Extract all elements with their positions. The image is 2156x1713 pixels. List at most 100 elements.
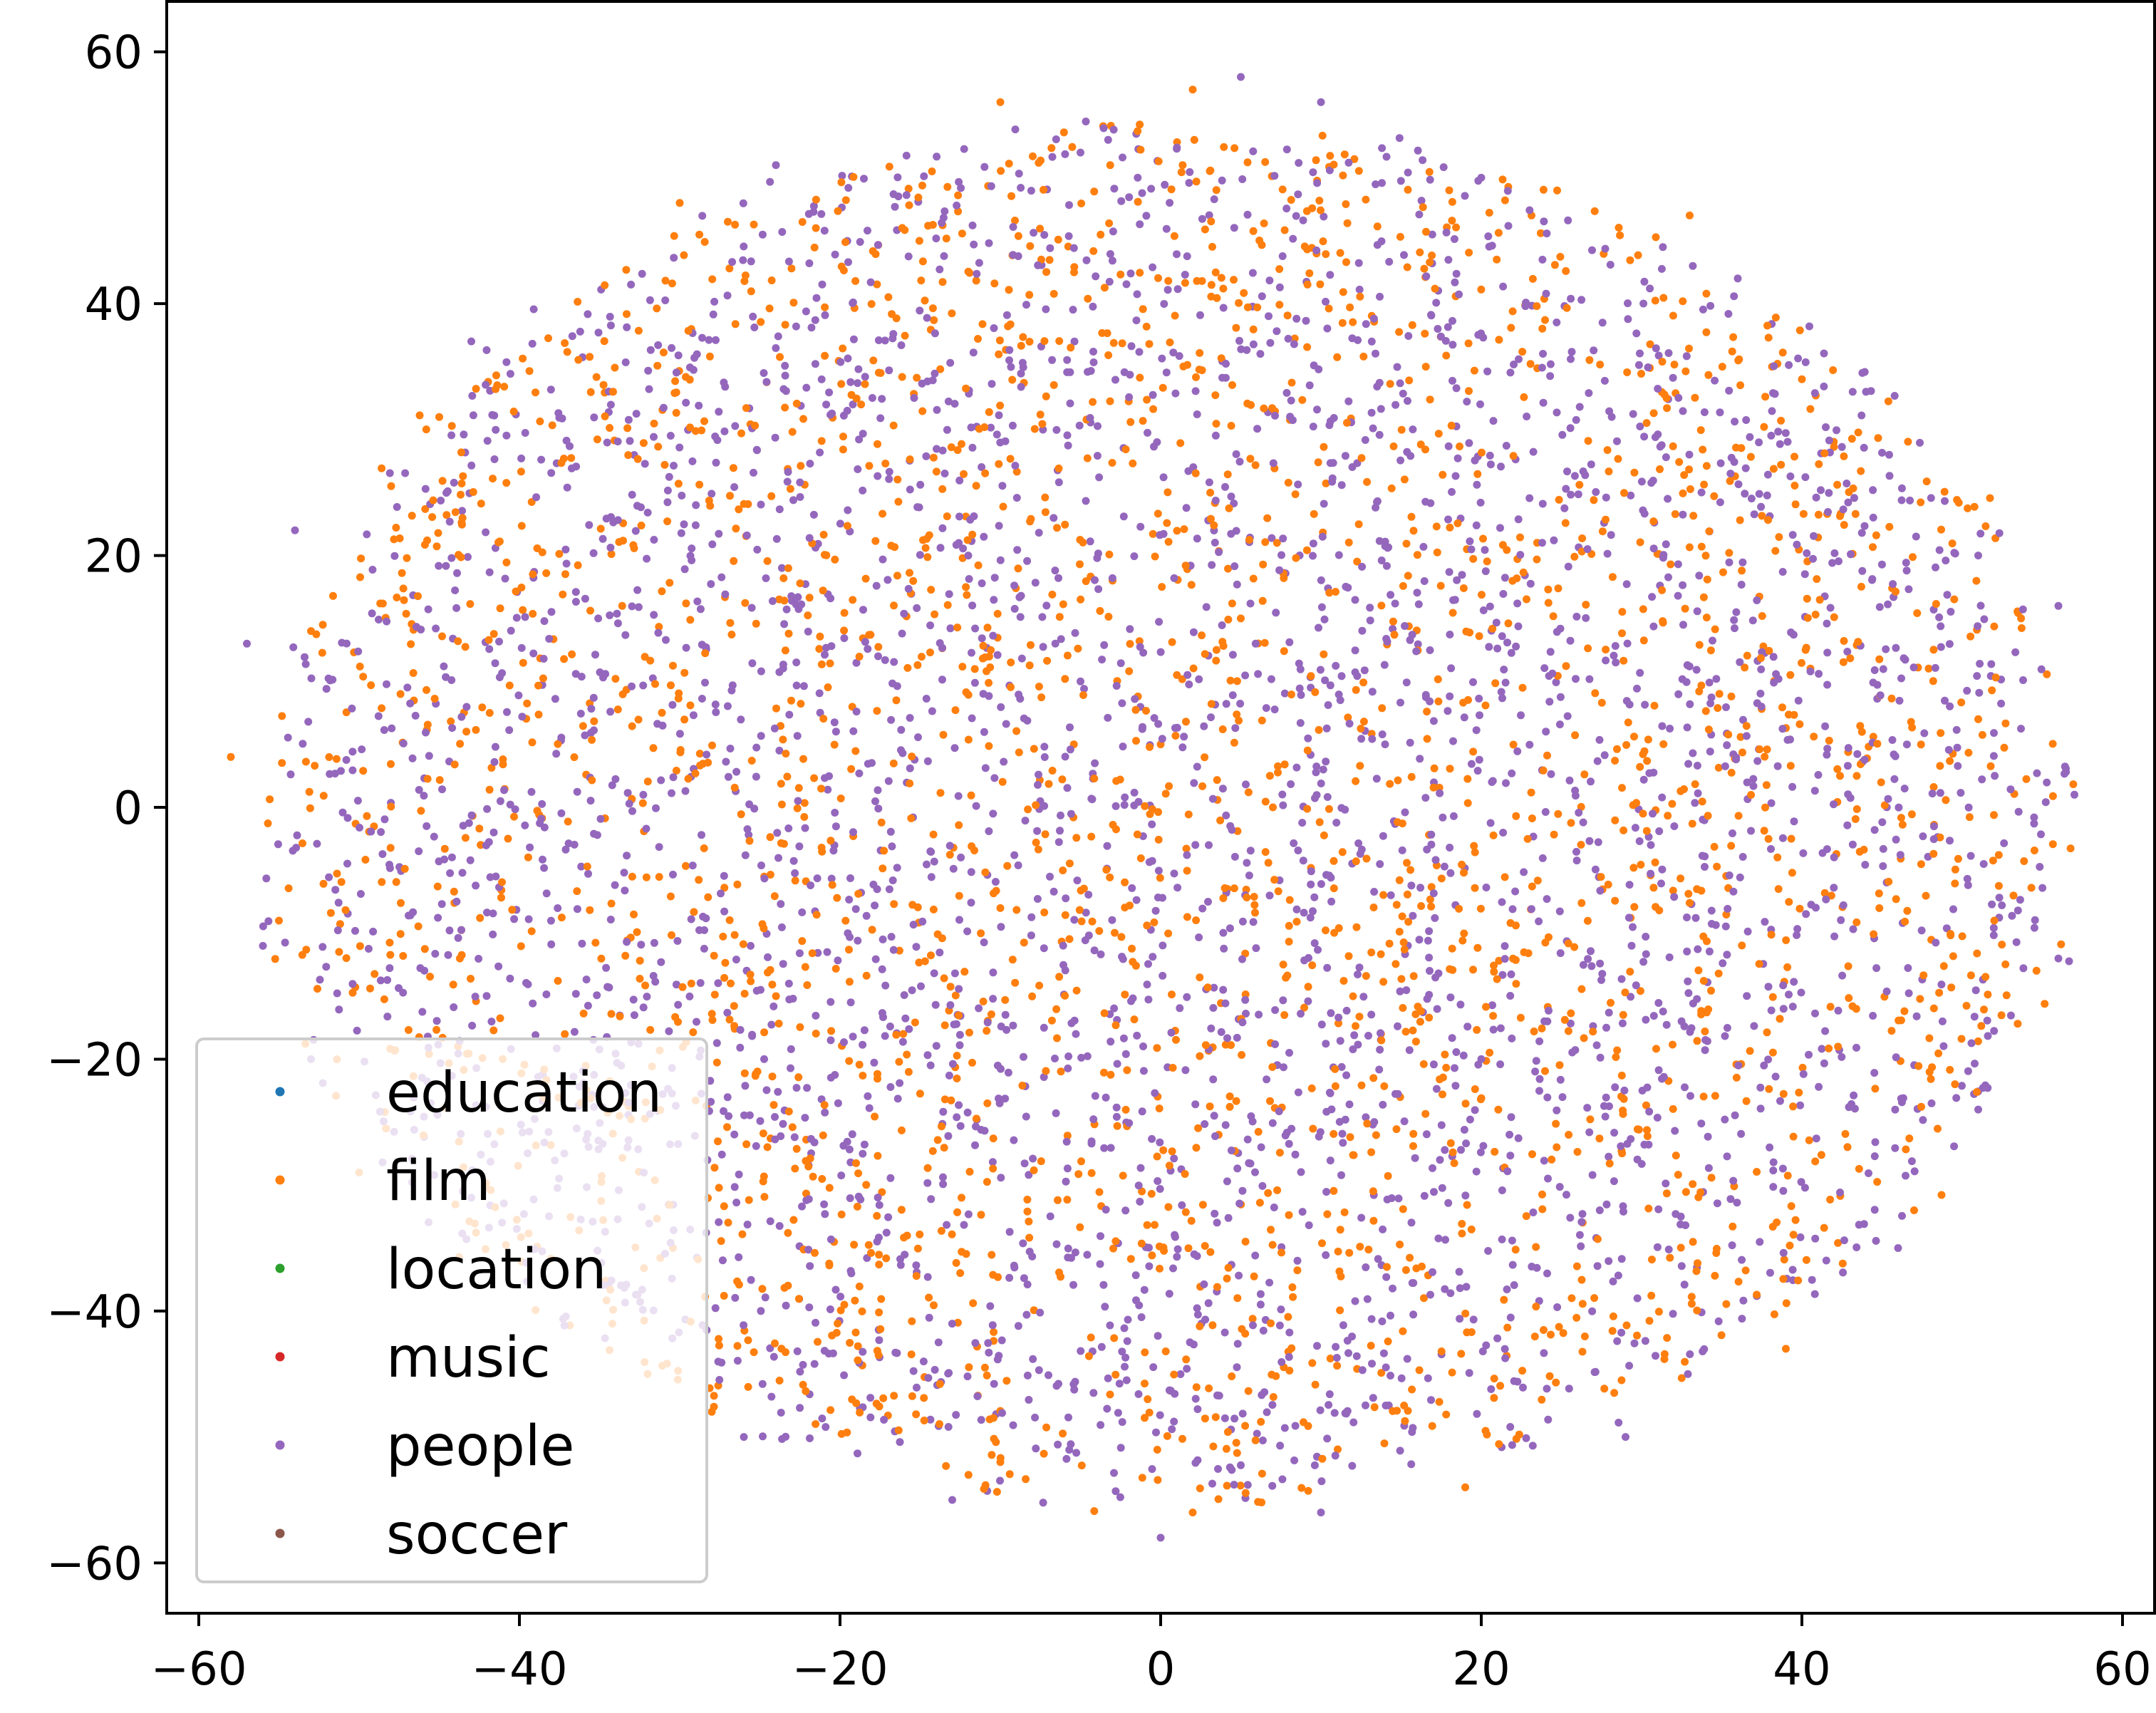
point-people	[1505, 1130, 1514, 1139]
point-film	[1072, 986, 1081, 995]
point-film	[1691, 780, 1699, 788]
point-people	[1121, 1050, 1130, 1058]
point-film	[1650, 701, 1659, 710]
point-people	[1529, 1209, 1538, 1216]
point-film	[378, 704, 386, 713]
point-people	[1119, 512, 1128, 521]
point-film	[1458, 1229, 1466, 1238]
point-film	[1364, 1246, 1373, 1254]
point-people	[1742, 416, 1751, 424]
point-people	[1387, 891, 1395, 899]
point-people	[856, 1195, 865, 1204]
point-people	[1312, 768, 1320, 777]
point-film	[1582, 601, 1590, 609]
point-people	[1818, 1045, 1826, 1053]
point-people	[886, 827, 895, 836]
point-people	[1070, 337, 1079, 346]
point-film	[1439, 470, 1447, 479]
point-film	[1518, 348, 1527, 356]
point-people	[1046, 1212, 1054, 1221]
point-people	[1377, 557, 1386, 564]
point-film	[586, 353, 594, 361]
point-people	[997, 703, 1005, 711]
point-film	[1791, 500, 1800, 509]
point-people	[1222, 811, 1230, 819]
point-film	[730, 1002, 738, 1010]
point-film	[1907, 718, 1915, 726]
point-people	[1292, 212, 1300, 220]
point-film	[1258, 716, 1266, 725]
point-film	[921, 957, 929, 966]
point-people	[1265, 1278, 1274, 1287]
point-film	[380, 995, 388, 1003]
point-film	[1254, 1498, 1263, 1506]
point-people	[902, 191, 911, 200]
point-people	[1501, 678, 1510, 687]
point-film	[1470, 366, 1478, 375]
point-people	[673, 937, 682, 945]
point-film	[555, 549, 564, 558]
point-film	[641, 981, 650, 990]
point-people	[773, 829, 782, 837]
point-film	[747, 977, 755, 985]
point-people	[1407, 1218, 1416, 1227]
point-people	[990, 324, 998, 332]
point-film	[266, 795, 274, 804]
point-people	[1344, 1349, 1352, 1357]
point-film	[1196, 1322, 1204, 1330]
point-people	[1607, 531, 1615, 539]
point-film	[946, 983, 955, 991]
point-film	[1206, 1102, 1214, 1111]
point-film	[1260, 404, 1268, 413]
point-people	[1572, 675, 1580, 683]
point-people	[1066, 723, 1074, 732]
point-film	[1106, 397, 1114, 405]
point-people	[1602, 1200, 1611, 1209]
point-people	[1270, 1204, 1278, 1211]
point-people	[1658, 722, 1667, 730]
point-film	[305, 787, 313, 796]
point-people	[1422, 272, 1431, 281]
point-people	[1169, 348, 1178, 357]
point-film	[633, 928, 641, 936]
point-film	[1164, 537, 1173, 546]
point-film	[1126, 1255, 1135, 1263]
point-people	[1941, 696, 1949, 705]
point-people	[849, 400, 857, 409]
point-people	[1136, 1164, 1145, 1172]
point-people	[1796, 1101, 1805, 1109]
point-film	[1116, 775, 1124, 784]
point-people	[1963, 874, 1971, 883]
point-film	[1805, 1136, 1813, 1144]
point-film	[978, 320, 987, 328]
point-people	[1211, 539, 1219, 547]
point-people	[1503, 1167, 1512, 1176]
point-people	[1269, 459, 1277, 467]
point-people	[657, 776, 665, 785]
point-film	[781, 646, 789, 655]
point-film	[1649, 409, 1658, 418]
point-people	[1243, 1481, 1252, 1489]
point-people	[1437, 1121, 1446, 1129]
point-people	[611, 881, 619, 889]
point-film	[477, 500, 485, 508]
point-film	[1095, 927, 1104, 935]
point-people	[995, 1094, 1002, 1103]
point-film	[665, 579, 674, 587]
point-film	[731, 320, 740, 328]
point-film	[1934, 1049, 1943, 1057]
point-film	[1471, 848, 1479, 856]
point-people	[1119, 153, 1126, 162]
point-film	[1437, 874, 1446, 883]
point-people	[897, 725, 906, 734]
point-film	[1079, 691, 1087, 699]
point-people	[881, 336, 889, 345]
point-people	[1279, 801, 1287, 809]
point-people	[1747, 495, 1756, 503]
point-film	[1008, 956, 1017, 964]
point-people	[1056, 827, 1064, 835]
point-film	[400, 596, 408, 604]
point-people	[506, 974, 514, 983]
point-film	[905, 201, 913, 209]
point-people	[1566, 636, 1575, 645]
